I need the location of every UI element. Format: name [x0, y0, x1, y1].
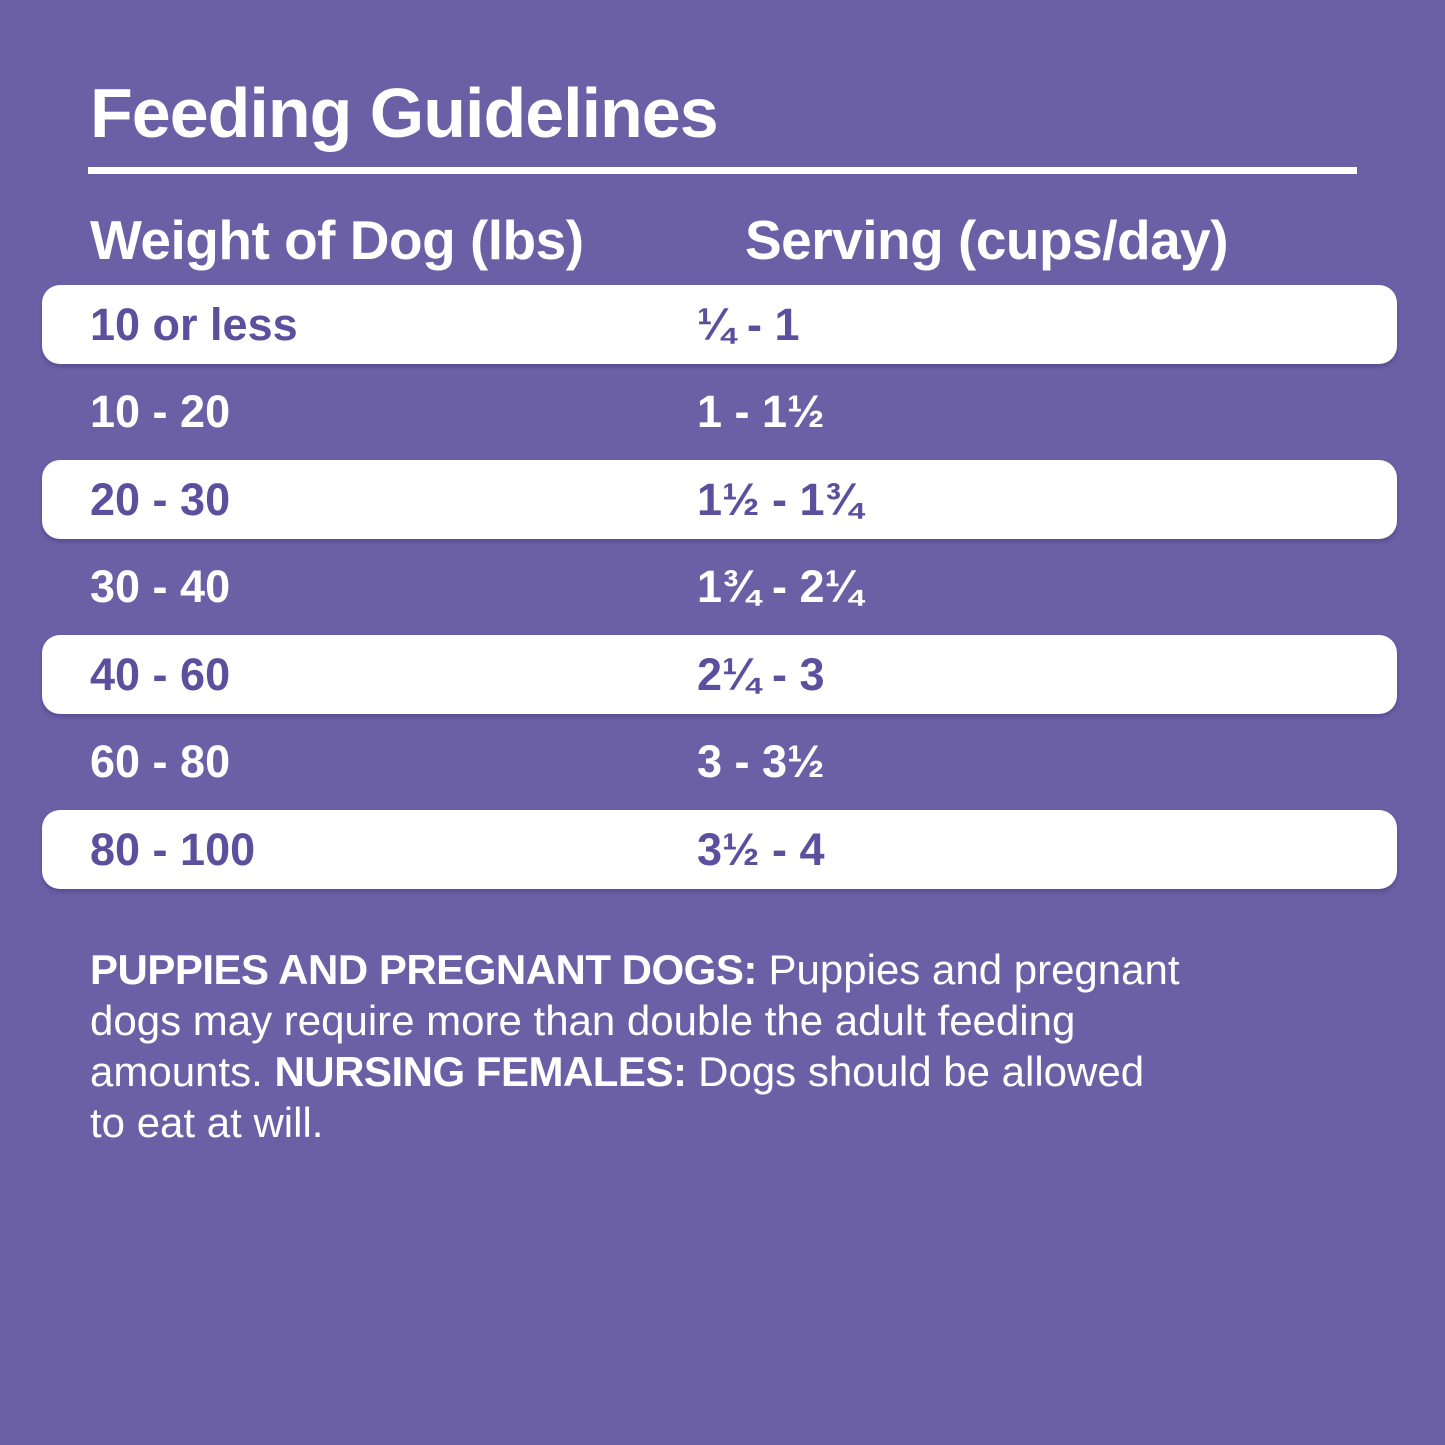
footnote-text: dogs may require more than double the ad… — [90, 997, 1076, 1044]
feeding-table: 10 or less ¼ - 1 10 - 20 1 - 1½ 20 - 30 … — [42, 285, 1397, 889]
serving-cell: 2¼ - 3 — [697, 648, 825, 700]
footnote-text: Dogs should be allowed — [686, 1048, 1145, 1095]
table-row: 40 - 60 2¼ - 3 — [42, 635, 1397, 714]
footnote: PUPPIES AND PREGNANT DOGS: Puppies and p… — [90, 944, 1382, 1148]
footnote-bold-label: PUPPIES AND PREGNANT DOGS: — [90, 946, 757, 993]
title-divider — [88, 167, 1357, 174]
footnote-line: amounts. NURSING FEMALES: Dogs should be… — [90, 1046, 1382, 1097]
table-row: 10 or less ¼ - 1 — [42, 285, 1397, 364]
column-header-serving: Serving (cups/day) — [745, 209, 1229, 271]
table-row: 10 - 20 1 - 1½ — [42, 364, 1397, 460]
page-title: Feeding Guidelines — [90, 74, 719, 152]
serving-cell: 1¾ - 2¼ — [697, 561, 863, 612]
table-row: 30 - 40 1¾ - 2¼ — [42, 539, 1397, 635]
table-row: 60 - 80 3 - 3½ — [42, 714, 1397, 810]
column-header-weight: Weight of Dog (lbs) — [90, 209, 584, 271]
weight-cell: 40 - 60 — [90, 648, 231, 700]
footnote-text: to eat at will. — [90, 1099, 324, 1146]
serving-cell: 3½ - 4 — [697, 823, 825, 875]
weight-cell: 30 - 40 — [90, 561, 231, 612]
serving-cell: ¼ - 1 — [697, 298, 800, 350]
weight-cell: 60 - 80 — [90, 736, 231, 787]
table-row: 80 - 100 3½ - 4 — [42, 810, 1397, 889]
weight-cell: 10 or less — [90, 298, 298, 350]
footnote-text: Puppies and pregnant — [756, 946, 1180, 993]
serving-cell: 1½ - 1¾ — [697, 473, 863, 525]
weight-cell: 80 - 100 — [90, 823, 256, 875]
table-row: 20 - 30 1½ - 1¾ — [42, 460, 1397, 539]
footnote-text: amounts. — [90, 1048, 275, 1095]
footnote-bold-label: NURSING FEMALES: — [274, 1048, 687, 1095]
footnote-line: dogs may require more than double the ad… — [90, 995, 1382, 1046]
weight-cell: 10 - 20 — [90, 386, 231, 437]
footnote-line: PUPPIES AND PREGNANT DOGS: Puppies and p… — [90, 944, 1382, 995]
serving-cell: 1 - 1½ — [697, 386, 825, 437]
weight-cell: 20 - 30 — [90, 473, 231, 525]
serving-cell: 3 - 3½ — [697, 736, 825, 787]
footnote-line: to eat at will. — [90, 1097, 1382, 1148]
